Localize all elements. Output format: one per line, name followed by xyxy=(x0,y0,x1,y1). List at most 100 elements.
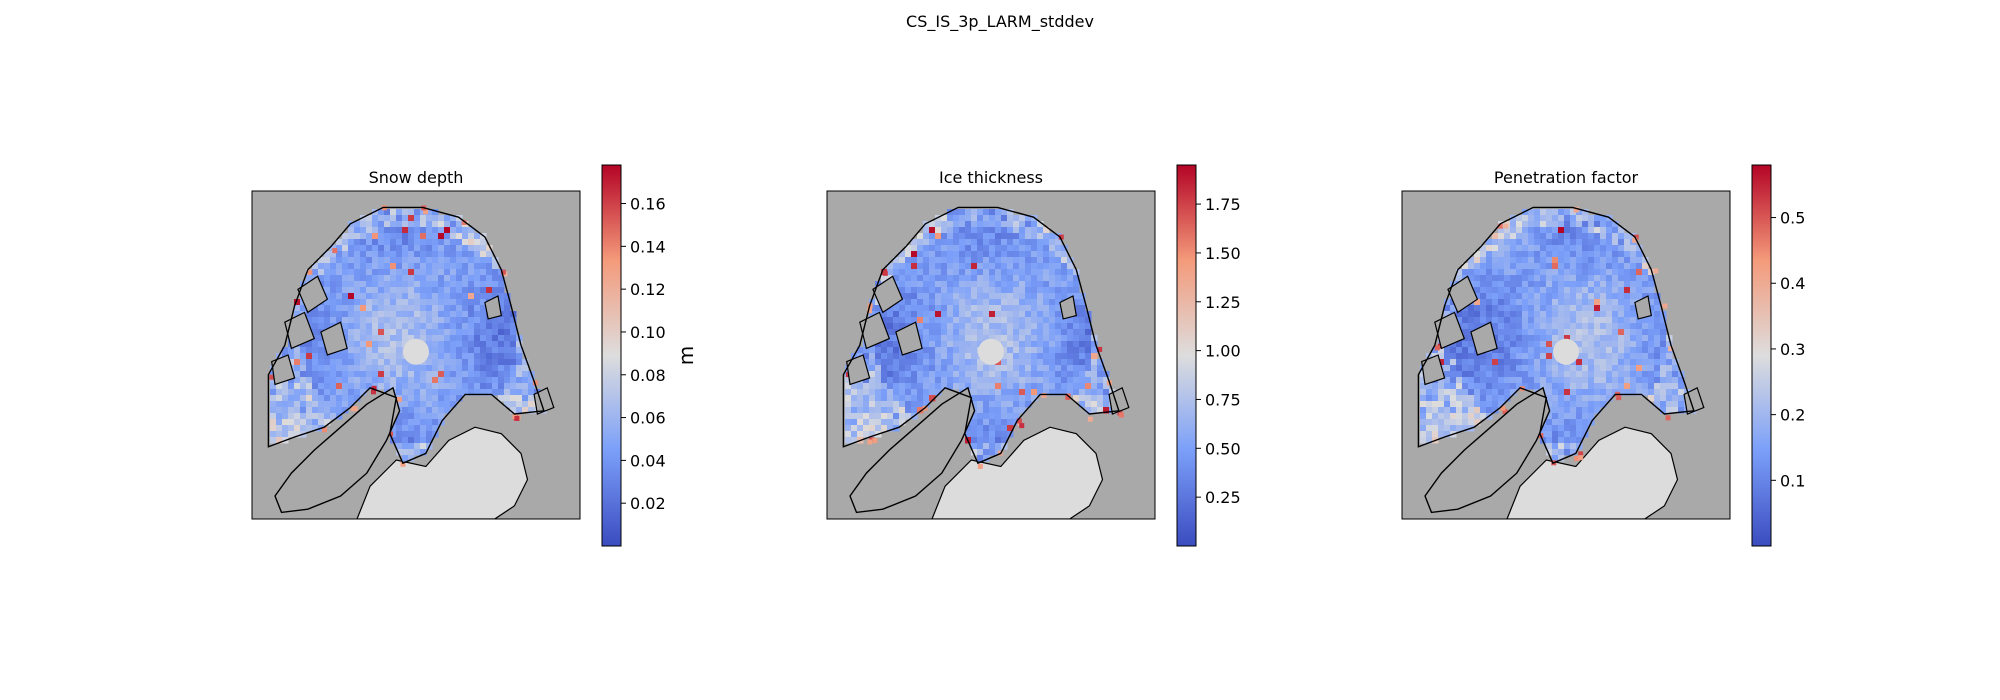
ice-cell xyxy=(390,323,397,330)
ice-cell xyxy=(312,425,319,432)
ice-cell xyxy=(1486,365,1493,372)
ice-cell xyxy=(474,263,481,270)
ice-cell xyxy=(408,299,415,306)
ice-cell xyxy=(438,311,445,318)
coastal-cell xyxy=(269,374,275,380)
ice-cell xyxy=(504,395,511,402)
ice-cell xyxy=(1007,251,1014,258)
ice-cell xyxy=(504,323,511,330)
ice-cell xyxy=(1456,377,1463,384)
ice-cell xyxy=(941,341,948,348)
colorbar-tick-label: 1.50 xyxy=(1205,244,1241,263)
ice-cell xyxy=(1474,257,1481,264)
ice-cell xyxy=(1678,401,1685,408)
ice-cell xyxy=(899,323,906,330)
ice-cell xyxy=(1558,371,1565,378)
ice-cell xyxy=(390,215,397,222)
ice-cell xyxy=(1576,209,1583,216)
ice-cell xyxy=(1091,365,1098,372)
ice-cell xyxy=(1492,257,1499,264)
ice-cell xyxy=(486,329,493,336)
ice-cell xyxy=(354,281,361,288)
ice-cell xyxy=(1648,305,1655,312)
ice-cell xyxy=(935,389,942,396)
ice-cell xyxy=(1498,251,1505,258)
ice-cell xyxy=(929,353,936,360)
ice-cell xyxy=(995,257,1002,264)
ice-cell xyxy=(1600,395,1607,402)
ice-cell xyxy=(1672,389,1679,396)
ice-cell xyxy=(378,275,385,282)
ice-cell xyxy=(1456,341,1463,348)
ice-cell xyxy=(1540,311,1547,318)
ice-cell xyxy=(312,395,319,402)
ice-cell xyxy=(1103,383,1110,390)
ice-cell xyxy=(402,305,409,312)
ice-cell xyxy=(851,395,858,402)
ice-cell xyxy=(1522,365,1529,372)
ice-cell xyxy=(1498,323,1505,330)
ice-cell xyxy=(899,401,906,408)
ice-cell xyxy=(995,215,1002,222)
ice-cell xyxy=(1486,245,1493,252)
colorbar: 0.020.040.060.080.100.120.140.16m xyxy=(601,164,698,547)
ice-cell xyxy=(444,383,451,390)
ice-cell xyxy=(1546,443,1553,450)
ice-cell xyxy=(983,233,990,240)
ice-cell xyxy=(1510,323,1517,330)
ice-cell xyxy=(1516,299,1523,306)
ice-cell xyxy=(438,221,445,228)
ice-cell xyxy=(300,407,307,414)
ice-cell xyxy=(965,245,972,252)
ice-cell xyxy=(911,305,918,312)
ice-cell xyxy=(1498,227,1505,234)
ice-cell xyxy=(420,419,427,426)
ice-cell xyxy=(1582,287,1589,294)
ice-cell xyxy=(1552,239,1559,246)
ice-cell xyxy=(474,287,481,294)
ice-cell xyxy=(1049,257,1056,264)
ice-cell xyxy=(384,305,391,312)
ice-cell xyxy=(875,413,882,420)
ice-cell xyxy=(1432,389,1439,396)
ice-cell xyxy=(1007,257,1014,264)
ice-cell xyxy=(1570,221,1577,228)
ice-cell xyxy=(1037,317,1044,324)
ice-cell xyxy=(1492,347,1499,354)
ice-cell xyxy=(1546,311,1553,318)
ice-cell xyxy=(1079,341,1086,348)
ice-cell xyxy=(276,437,283,444)
ice-cell xyxy=(1444,425,1451,432)
ice-cell xyxy=(1528,221,1535,228)
ice-cell xyxy=(1630,293,1637,300)
ice-cell xyxy=(276,389,283,396)
ice-cell xyxy=(456,317,463,324)
ice-cell xyxy=(941,299,948,306)
ice-cell xyxy=(1588,377,1595,384)
ice-cell xyxy=(426,365,433,372)
ice-cell xyxy=(378,233,385,240)
ice-cell xyxy=(360,347,367,354)
ice-cell xyxy=(1540,329,1547,336)
ice-cell xyxy=(1049,287,1056,294)
ice-cell xyxy=(1528,209,1535,216)
ice-cell xyxy=(354,221,361,228)
pole-hole xyxy=(1553,338,1579,365)
ice-cell xyxy=(965,269,972,276)
ice-cell xyxy=(1552,293,1559,300)
ice-cell xyxy=(498,389,505,396)
greenland-landmass xyxy=(849,386,976,514)
ice-cell xyxy=(1522,347,1529,354)
ice-cell xyxy=(1492,329,1499,336)
ice-cell xyxy=(881,347,888,354)
ice-cell xyxy=(983,305,990,312)
ice-cell xyxy=(360,245,367,252)
ice-cell xyxy=(1079,353,1086,360)
ice-cell xyxy=(1085,323,1092,330)
ice-cell xyxy=(1552,245,1559,252)
ice-cell xyxy=(486,263,493,270)
ice-cell xyxy=(929,389,936,396)
ice-cell xyxy=(1498,305,1505,312)
ice-cell xyxy=(390,377,397,384)
ice-cell xyxy=(1432,407,1439,414)
